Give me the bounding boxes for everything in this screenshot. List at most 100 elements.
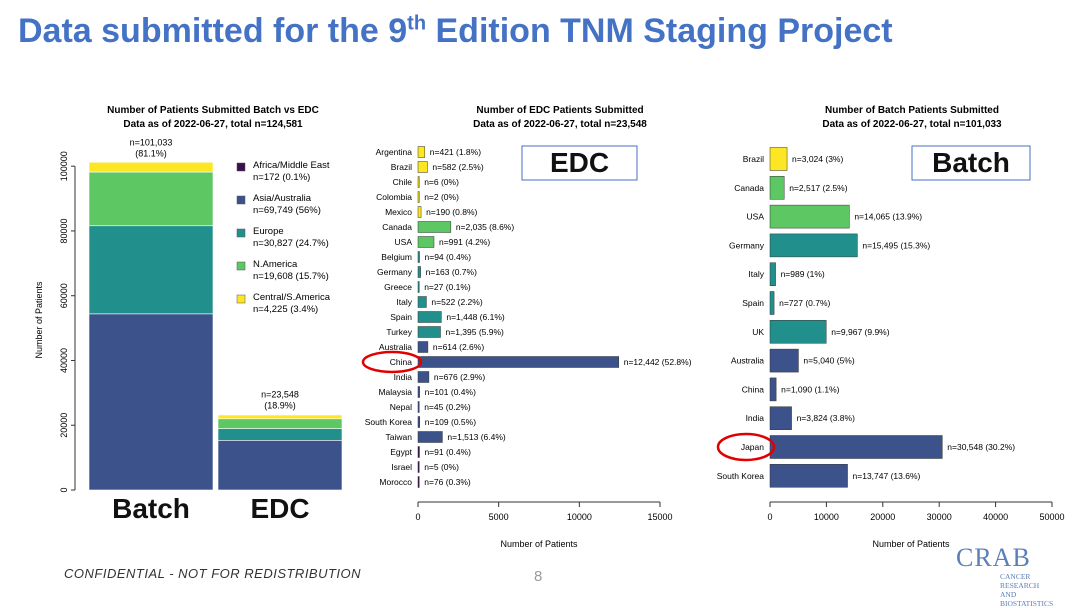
chart3-category-label: USA [747,212,765,222]
chart1-category-label: Batch [112,493,190,524]
chart3-data-label: n=14,065 (13.9%) [854,212,922,222]
chart2-bar [417,176,420,188]
chart1-y-tick-label: 100000 [59,151,69,181]
chart3-bar [769,176,785,200]
chart1-bar-total-pct: (81.1%) [135,148,167,158]
chart2-bar [417,161,428,173]
chart3-badge: Batch [932,147,1010,178]
chart3-data-label: n=3,824 (3.8%) [797,413,856,423]
chart2-data-label: n=2 (0%) [424,192,459,202]
chart1-bar-segment [88,171,214,227]
chart2-x-tick-label: 0 [415,512,420,522]
chart1-bar-total: n=101,033 [130,137,173,147]
chart3-x-tick-label: 50000 [1039,512,1064,522]
chart2-bar [417,431,443,443]
chart2-category-label: Italy [396,297,412,307]
chart2-category-label: Morocco [379,477,412,487]
chart2-category-label: Egypt [390,447,412,457]
chart3-category-label: South Korea [717,471,765,481]
chart2-category-label: Argentina [376,147,413,157]
chart1-bar-total-pct: (18.9%) [264,400,296,410]
chart2-data-label: n=6 (0%) [424,177,459,187]
chart1-bar-segment [88,161,214,173]
chart3-x-tick-label: 20000 [870,512,895,522]
chart2-bar [417,146,426,158]
chart3-data-label: n=989 (1%) [781,269,825,279]
logo-sub-line-1: Cancer Research [1000,572,1040,590]
chart2-bar [417,476,420,488]
chart3-data-label: n=5,040 (5%) [803,356,854,366]
slide-title-pre: Data submitted for the 9 [18,12,408,50]
confidential-footer: CONFIDENTIAL - NOT FOR REDISTRIBUTION [64,566,362,581]
chart3-data-label: n=3,024 (3%) [792,154,843,164]
chart2-bar [417,281,420,293]
chart2-bar [417,416,421,428]
chart2-data-label: n=163 (0.7%) [426,267,477,277]
chart2-category-label: Spain [390,312,412,322]
chart1-legend-name: Europe [253,226,284,237]
chart2-bar [417,236,435,248]
logo-sub-line-2: And Biostatistics [1000,590,1054,608]
chart1-legend-swatch [236,261,246,271]
chart2-x-tick-label: 15000 [647,512,672,522]
chart2-bar [417,401,420,413]
chart2-category-label: South Korea [365,417,413,427]
chart2-data-label: n=109 (0.5%) [425,417,476,427]
chart2-category-label: Mexico [385,207,412,217]
chart3-data-label: n=13,747 (13.6%) [853,471,921,481]
chart3-category-label: China [742,384,764,394]
chart1-legend-name: Central/S.America [253,292,331,303]
chart1-legend-count: n=19,608 (15.7%) [253,271,329,282]
chart1-bar-segment [217,428,343,441]
chart1-bar-total: n=23,548 [261,389,299,399]
chart2-category-label: Australia [379,342,412,352]
chart2-data-label: n=76 (0.3%) [424,477,471,487]
chart2-bar [417,371,430,383]
chart1-y-tick-label: 40000 [59,348,69,373]
chart1-legend-swatch [236,228,246,238]
chart3-data-label: n=1,090 (1.1%) [781,384,840,394]
chart3-subtitle: Data as of 2022-06-27, total n=101,033 [822,119,1002,130]
crab-logo: CRAB Cancer Research And Biostatistics [950,543,1060,608]
chart2-bar [417,446,420,458]
chart1-bar-segment [217,418,343,429]
chart2-category-label: Israel [391,462,412,472]
chart1-bar-segment [217,414,343,416]
chart1-y-tick-label: 20000 [59,413,69,438]
chart2-data-label: n=190 (0.8%) [426,207,477,217]
chart1-bar-segment [88,313,214,491]
chart1-bar-segment [217,414,343,420]
chart2-bar [417,386,420,398]
chart2-bar [417,191,420,203]
chart1-legend-swatch [236,195,246,205]
chart2-bar [417,251,420,263]
chart2-category-label: Greece [384,282,412,292]
chart2-category-label: Turkey [386,327,412,337]
chart2-category-label: Nepal [390,402,412,412]
chart3-bar [769,464,848,488]
chart2-data-label: n=12,442 (52.8%) [624,357,692,367]
chart3-category-label: Germany [729,240,765,250]
chart3-highlight-ring [716,432,776,462]
chart3-x-tick-label: 40000 [983,512,1008,522]
slide-title-post: Edition TNM Staging Project [426,12,893,50]
chart3-data-label: n=15,495 (15.3%) [862,240,930,250]
chart2-bar [417,326,441,338]
chart2-category-label: Taiwan [386,432,413,442]
slide-title-sup: th [407,12,427,35]
chart2-data-label: n=2,035 (8.6%) [456,222,515,232]
chart2-bar [417,356,619,368]
chart3-bar [769,348,799,373]
chart2-bar [417,461,420,473]
chart2-category-label: India [394,372,413,382]
chart2-x-label: Number of Patients [500,539,578,549]
chart2-category-label: Germany [377,267,413,277]
chart2-data-label: n=45 (0.2%) [424,402,471,412]
chart2-data-label: n=5 (0%) [424,462,459,472]
chart3-category-label: Brazil [743,154,764,164]
chart2-category-label: China [390,357,412,367]
chart1-legend-count: n=172 (0.1%) [253,172,310,183]
slide-title: Data submitted for the 9th Edition TNM S… [18,12,893,51]
chart3-bar [769,262,776,286]
